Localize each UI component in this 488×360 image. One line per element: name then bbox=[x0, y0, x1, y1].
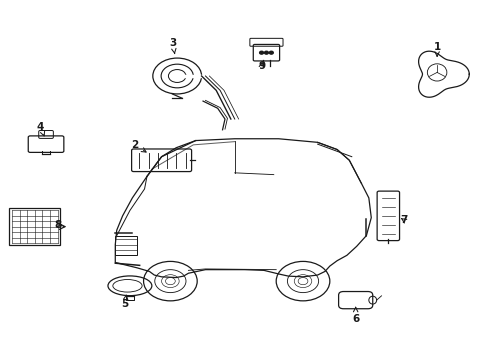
Circle shape bbox=[264, 51, 268, 54]
Text: 8: 8 bbox=[55, 220, 61, 230]
Bar bbox=[115, 235, 137, 255]
Text: 4: 4 bbox=[37, 122, 44, 136]
Text: 3: 3 bbox=[169, 38, 176, 54]
Text: 2: 2 bbox=[131, 140, 146, 152]
Circle shape bbox=[269, 51, 273, 54]
Bar bbox=[9, 208, 61, 246]
Text: 9: 9 bbox=[258, 61, 264, 71]
Circle shape bbox=[259, 51, 263, 54]
Text: 7: 7 bbox=[400, 215, 407, 225]
Text: 1: 1 bbox=[432, 42, 440, 56]
Text: 6: 6 bbox=[351, 307, 359, 324]
Text: 5: 5 bbox=[121, 295, 128, 309]
